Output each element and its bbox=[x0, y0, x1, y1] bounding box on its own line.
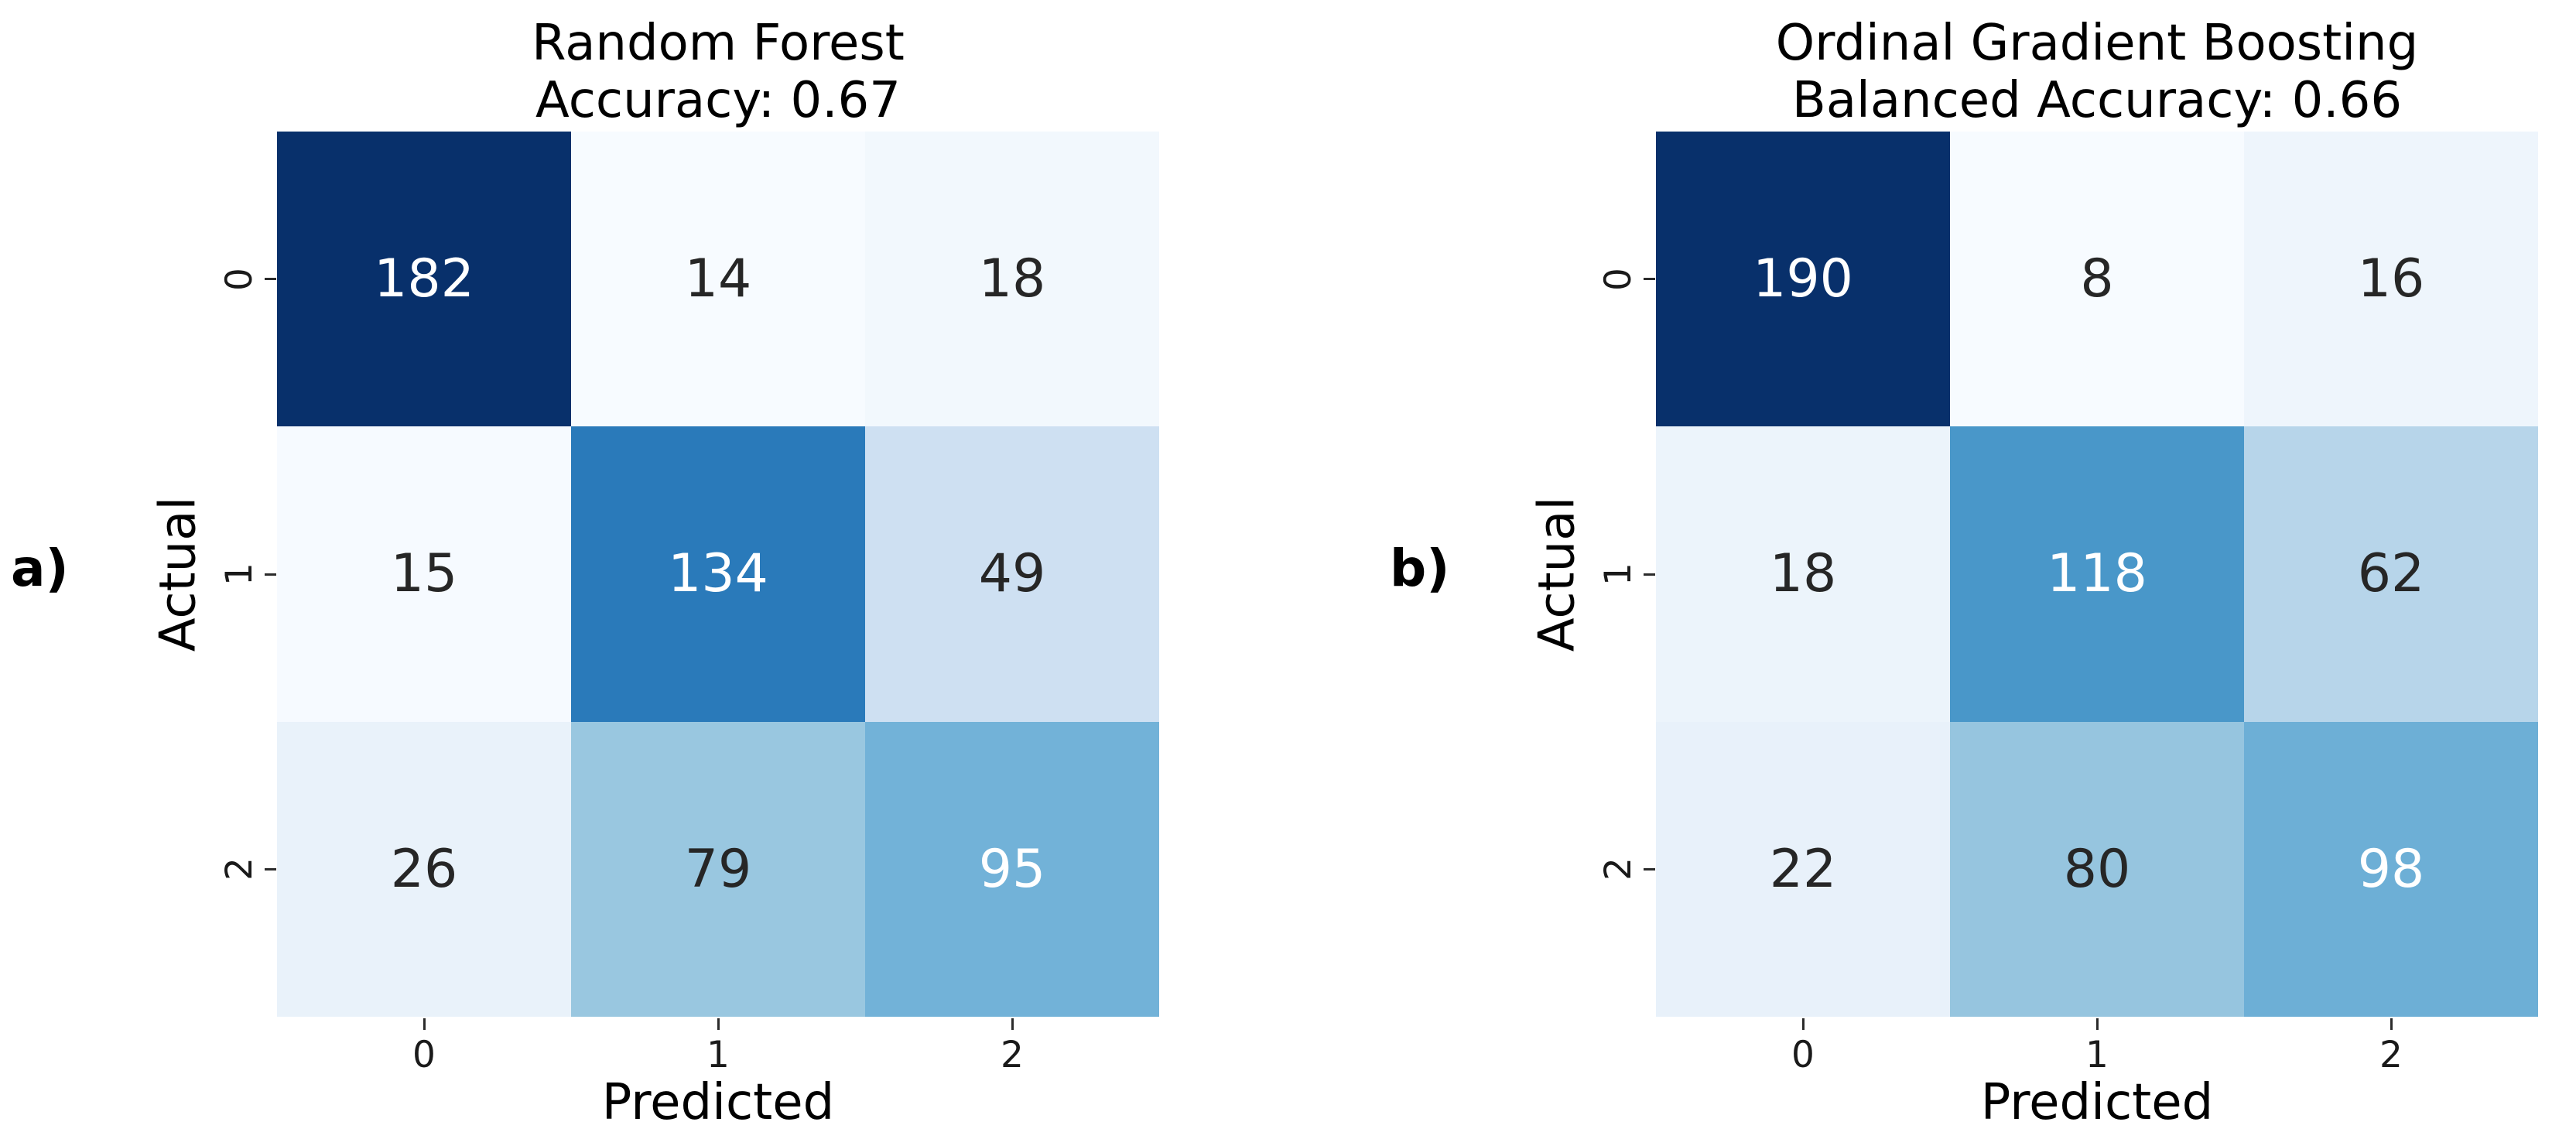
panel-b-letter-label: b) bbox=[1390, 539, 1450, 598]
heatmap-cell: 15 bbox=[277, 426, 571, 722]
x-tick-label: 0 bbox=[412, 1034, 436, 1076]
x-tick-labels: 0 1 2 bbox=[1656, 1034, 2538, 1076]
y-tick-mark bbox=[1644, 573, 1655, 576]
y-tick-mark bbox=[265, 278, 276, 281]
y-tick-mark bbox=[265, 867, 276, 870]
heatmap-cell: 98 bbox=[2244, 721, 2538, 1017]
heatmap-cell: 16 bbox=[2244, 132, 2538, 427]
panel-a-letter-label: a) bbox=[11, 539, 69, 598]
heatmap-cell: 95 bbox=[865, 721, 1159, 1017]
y-axis-label: Actual bbox=[1528, 496, 1586, 652]
y-tick-label: 0 bbox=[1596, 267, 1640, 291]
x-tick-label: 2 bbox=[1001, 1034, 1024, 1076]
panel-b-title: Ordinal Gradient Boosting Balanced Accur… bbox=[1656, 15, 2538, 129]
x-tick-mark bbox=[2390, 1018, 2393, 1030]
heatmap-cell: 79 bbox=[571, 721, 865, 1017]
x-tick-mark bbox=[2095, 1018, 2099, 1030]
confusion-matrix-a: 182 14 18 15 134 49 26 79 95 bbox=[277, 132, 1159, 1017]
heatmap-cell: 62 bbox=[2244, 426, 2538, 722]
heatmap-cell: 18 bbox=[865, 132, 1159, 427]
x-axis-label: Predicted bbox=[601, 1074, 835, 1131]
panel-a: Random Forest Accuracy: 0.67 a) Actual 1… bbox=[0, 0, 1207, 1139]
x-tick-mark bbox=[717, 1018, 720, 1030]
heatmap-cell: 134 bbox=[571, 426, 865, 722]
panel-a-title-line1: Random Forest bbox=[532, 15, 905, 72]
y-tick-label: 0 bbox=[217, 267, 261, 291]
heatmap-cell: 118 bbox=[1950, 426, 2244, 722]
y-tick-label: 1 bbox=[217, 563, 261, 586]
panel-a-title-line2: Accuracy: 0.67 bbox=[535, 71, 901, 129]
y-tick-label: 2 bbox=[1596, 857, 1640, 881]
y-tick-mark bbox=[1644, 867, 1655, 870]
heatmap-cell: 22 bbox=[1656, 721, 1950, 1017]
x-tick-mark bbox=[422, 1018, 426, 1030]
heatmap-cell: 26 bbox=[277, 721, 571, 1017]
y-axis-label: Actual bbox=[149, 496, 207, 652]
heatmap-cell: 190 bbox=[1656, 132, 1950, 427]
panel-b-title-line2: Balanced Accuracy: 0.66 bbox=[1791, 71, 2403, 129]
panel-b: Ordinal Gradient Boosting Balanced Accur… bbox=[1379, 0, 2576, 1139]
heatmap-cell: 49 bbox=[865, 426, 1159, 722]
panel-b-title-line1: Ordinal Gradient Boosting bbox=[1775, 15, 2419, 72]
x-tick-label: 1 bbox=[706, 1034, 730, 1076]
x-tick-label: 1 bbox=[2085, 1034, 2109, 1076]
x-axis-label: Predicted bbox=[1980, 1074, 2214, 1131]
x-tick-mark bbox=[1801, 1018, 1805, 1030]
heatmap-cell: 14 bbox=[571, 132, 865, 427]
heatmap-cell: 80 bbox=[1950, 721, 2244, 1017]
y-tick-label: 2 bbox=[217, 857, 261, 881]
x-tick-labels: 0 1 2 bbox=[277, 1034, 1159, 1076]
heatmap-cell: 182 bbox=[277, 132, 571, 427]
heatmap-cell: 8 bbox=[1950, 132, 2244, 427]
x-tick-mark bbox=[1011, 1018, 1014, 1030]
y-tick-label: 1 bbox=[1596, 563, 1640, 586]
y-tick-mark bbox=[265, 573, 276, 576]
y-tick-mark bbox=[1644, 278, 1655, 281]
panel-a-title: Random Forest Accuracy: 0.67 bbox=[277, 15, 1159, 129]
heatmap-cell: 18 bbox=[1656, 426, 1950, 722]
x-tick-label: 2 bbox=[2379, 1034, 2403, 1076]
confusion-matrix-b: 190 8 16 18 118 62 22 80 98 bbox=[1656, 132, 2538, 1017]
x-tick-label: 0 bbox=[1791, 1034, 1815, 1076]
